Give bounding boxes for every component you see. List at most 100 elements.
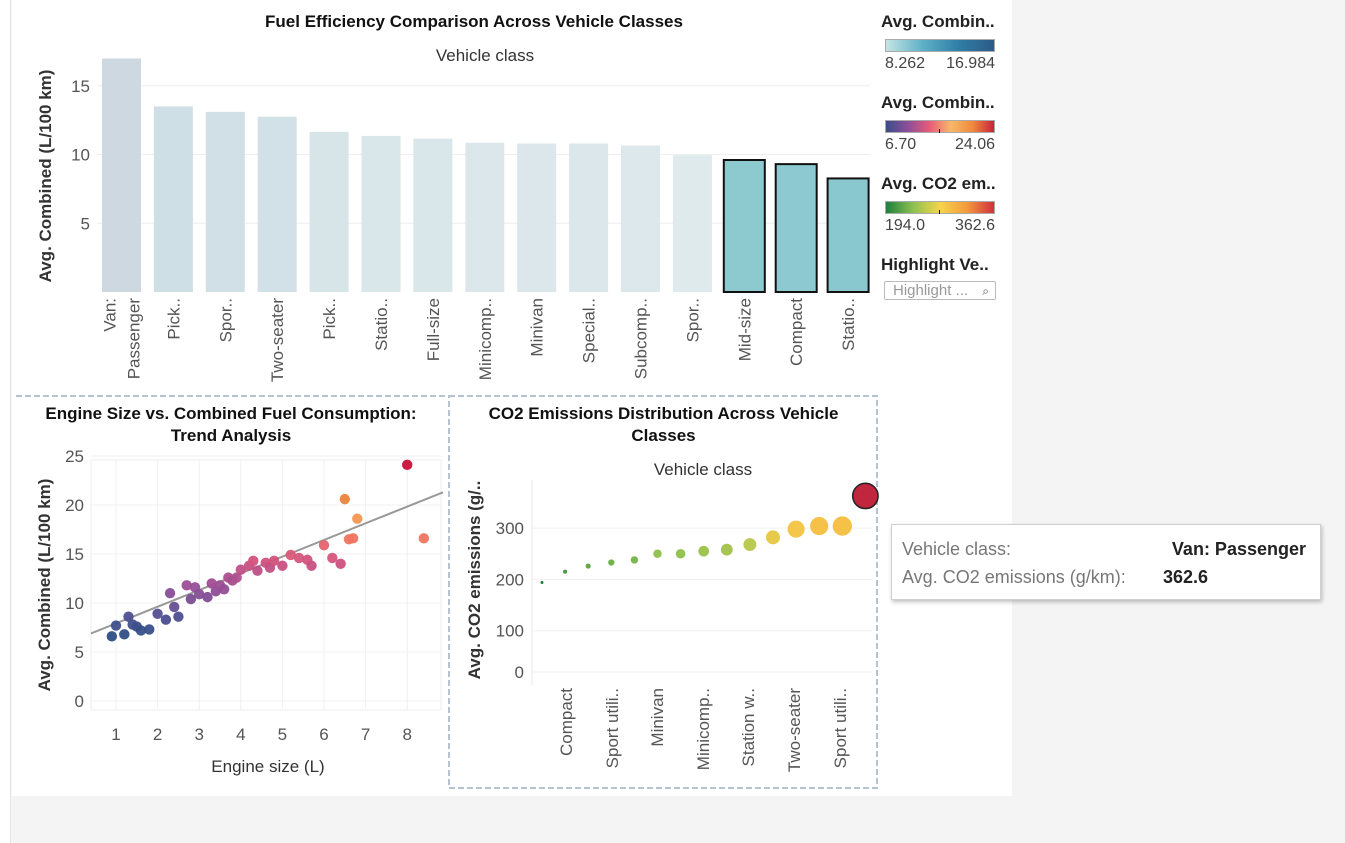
bubble-point[interactable]: [720, 543, 733, 556]
bubble-point[interactable]: [540, 580, 544, 584]
bar[interactable]: [774, 163, 818, 293]
legend2-title: Avg. Combin..: [881, 93, 995, 112]
legend-avg-combined-2: Avg. Combin.. 6.70 24.06: [881, 93, 1001, 154]
scatter-point[interactable]: [418, 533, 430, 544]
highlight-search-input[interactable]: Highlight ... ⌕: [884, 281, 996, 300]
bar-chart: Vehicle class Avg. Combined (L/100 km) 5…: [36, 46, 870, 382]
bar[interactable]: [413, 138, 453, 292]
highlight-placeholder: Highlight ...: [893, 282, 969, 299]
scatter-point[interactable]: [152, 608, 163, 619]
bubble-y-tick-label: 300: [496, 519, 524, 538]
legend3-title: Avg. CO2 em..: [881, 174, 996, 193]
legend2-color-ramp: [885, 120, 995, 133]
bar[interactable]: [153, 106, 193, 292]
bar-x-tick-label: Passenger: [125, 298, 144, 380]
scatter-point[interactable]: [339, 493, 350, 505]
search-icon[interactable]: ⌕: [982, 284, 989, 298]
bar[interactable]: [672, 155, 712, 292]
scatter-point[interactable]: [164, 588, 176, 599]
scatter-point[interactable]: [306, 560, 317, 571]
scatter-point[interactable]: [335, 558, 346, 569]
scatter-point[interactable]: [106, 631, 118, 642]
bubble-chart: Vehicle class Avg. CO2 emissions (g/.. 0…: [465, 460, 879, 772]
scatter-title-line2: Trend Analysis: [170, 426, 292, 445]
scatter-x-tick-label: 4: [236, 725, 245, 744]
bar-x-tick-label: Minivan: [528, 298, 547, 357]
legend3-max: 362.6: [954, 217, 995, 234]
scatter-point[interactable]: [173, 611, 184, 622]
bar-x-tick-label: Full-size: [424, 298, 443, 361]
tooltip: Vehicle class: Van: Passenger Avg. CO2 e…: [891, 524, 1321, 600]
bubble-y-tick-label: 0: [515, 663, 524, 682]
bubble-point[interactable]: [810, 516, 829, 536]
bar[interactable]: [517, 143, 557, 293]
bar[interactable]: [621, 145, 660, 292]
scatter-point[interactable]: [327, 552, 338, 564]
scatter-point[interactable]: [268, 555, 280, 567]
bubble-point[interactable]: [563, 569, 568, 574]
scatter-point[interactable]: [293, 552, 305, 564]
scatter-point[interactable]: [235, 564, 246, 575]
bar-x-tick-label: Spor..: [216, 298, 235, 342]
highlight-title: Highlight Ve..: [881, 255, 989, 274]
scatter-x-tick-label: 2: [153, 725, 162, 744]
scatter-point[interactable]: [169, 601, 180, 613]
bar[interactable]: [102, 58, 141, 293]
scatter-y-tick-label: 10: [65, 594, 84, 613]
bar[interactable]: [722, 159, 766, 293]
bar-y-tick-label: 15: [71, 77, 90, 96]
bar[interactable]: [257, 116, 297, 292]
scatter-point[interactable]: [185, 593, 197, 605]
tooltip-value-class: Van: Passenger: [1171, 539, 1306, 559]
scatter-point[interactable]: [347, 533, 359, 544]
scatter-point[interactable]: [206, 578, 217, 589]
bubble-point[interactable]: [698, 545, 710, 557]
scatter-point[interactable]: [135, 625, 147, 636]
scatter-point[interactable]: [318, 539, 330, 551]
bubble-point[interactable]: [787, 520, 805, 538]
scatter-y-axis-label: Avg. Combined (L/100 km): [35, 479, 54, 692]
bar-x-tick-label: Van:: [101, 298, 120, 332]
scatter-point[interactable]: [252, 565, 263, 576]
bar[interactable]: [205, 111, 245, 292]
scatter-point[interactable]: [202, 591, 213, 603]
scatter-point[interactable]: [352, 513, 363, 524]
scatter-point[interactable]: [181, 580, 192, 591]
bar-x-tick-label: Statio..: [372, 298, 391, 351]
bubble-point[interactable]: [630, 556, 639, 564]
scatter-point[interactable]: [119, 629, 130, 640]
scatter-point[interactable]: [123, 611, 134, 622]
bar[interactable]: [465, 142, 505, 292]
legend2-min: 6.70: [885, 136, 917, 153]
bubble-point[interactable]: [608, 559, 615, 566]
legend1-min: 8.262: [885, 55, 926, 72]
scatter-point[interactable]: [277, 560, 288, 571]
scatter-point[interactable]: [231, 572, 242, 583]
scatter-x-tick-label: 6: [319, 725, 328, 744]
bubble-point[interactable]: [832, 516, 852, 536]
scatter-point[interactable]: [218, 584, 230, 595]
bubble-point[interactable]: [851, 482, 879, 510]
bar[interactable]: [826, 177, 870, 293]
bubble-chart-header: Vehicle class: [654, 460, 752, 479]
bubble-point[interactable]: [766, 530, 780, 545]
bubble-point[interactable]: [585, 563, 591, 569]
bar[interactable]: [361, 135, 401, 292]
scatter-point[interactable]: [248, 555, 259, 567]
scatter-point[interactable]: [285, 549, 296, 561]
scatter-x-tick-label: 8: [402, 725, 411, 744]
bar[interactable]: [569, 143, 609, 293]
bar[interactable]: [309, 131, 349, 292]
bar-x-tick-label: Spor..: [683, 298, 702, 342]
bubble-y-axis-label: Avg. CO2 emissions (g/..: [465, 481, 484, 680]
scatter-point[interactable]: [402, 459, 413, 471]
tooltip-value-co2: 362.6: [1163, 567, 1209, 587]
bubble-point[interactable]: [653, 549, 662, 559]
scatter-point[interactable]: [194, 588, 205, 600]
scatter-point[interactable]: [144, 624, 155, 635]
scatter-x-tick-label: 5: [278, 725, 287, 744]
bubble-point[interactable]: [743, 538, 757, 551]
scatter-point[interactable]: [160, 614, 172, 625]
scatter-point[interactable]: [110, 620, 122, 631]
bubble-point[interactable]: [675, 548, 686, 559]
